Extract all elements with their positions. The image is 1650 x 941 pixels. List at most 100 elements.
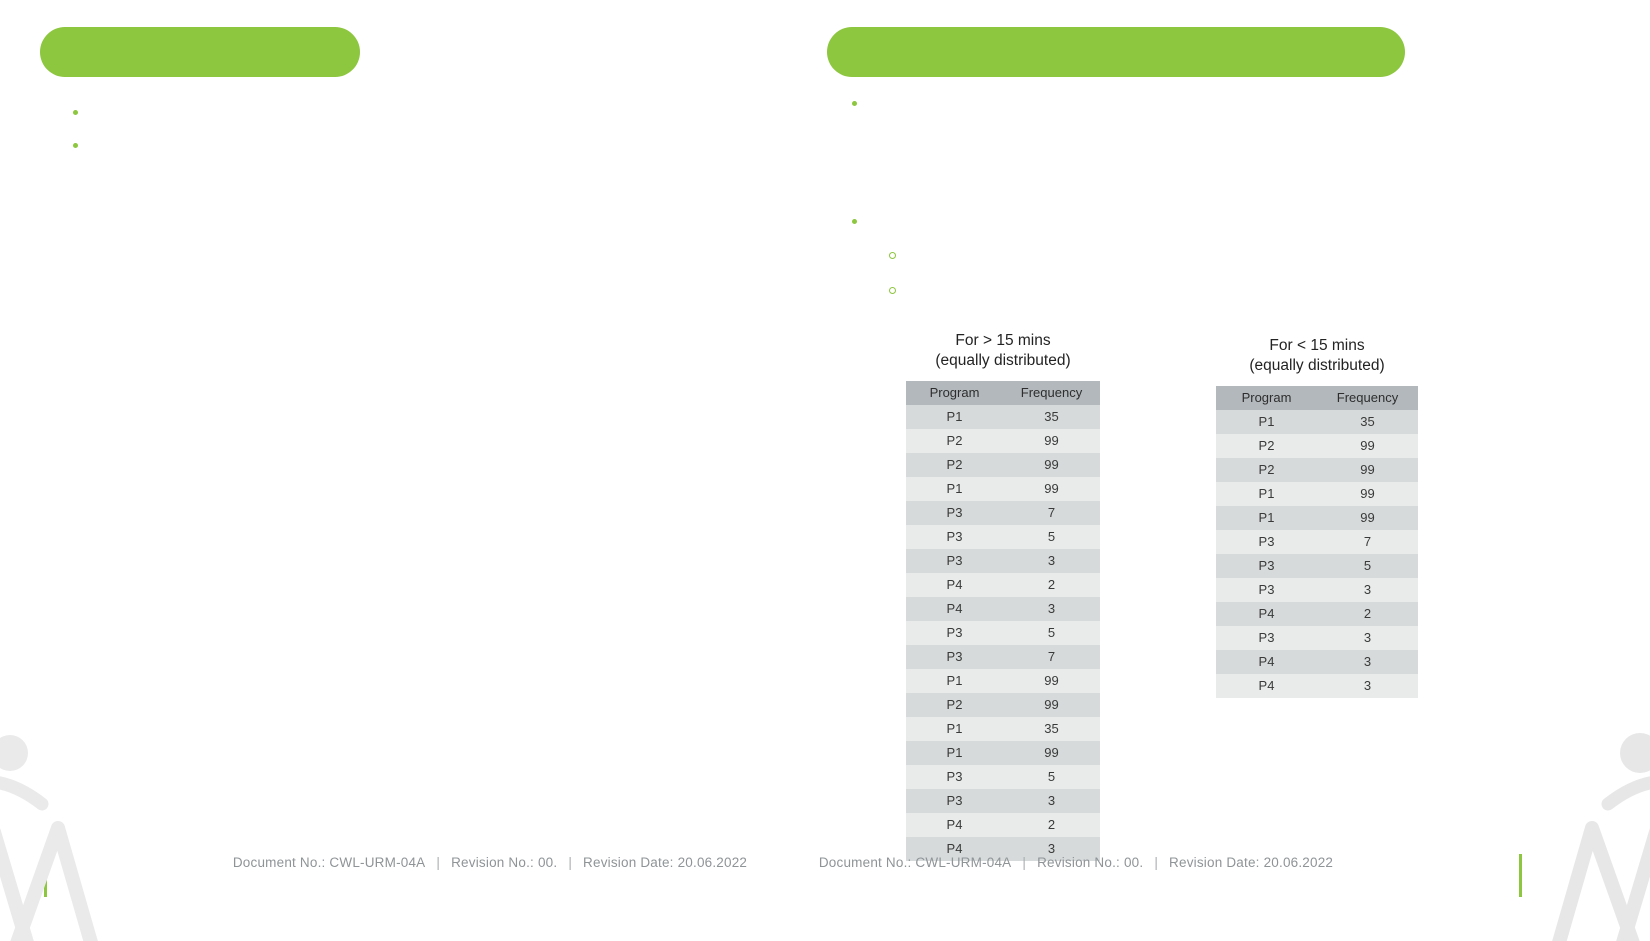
table-row: P3 5	[906, 620, 1100, 645]
table-cell: P2	[906, 428, 1003, 453]
footer-revision-date: Revision Date: 20.06.2022	[583, 855, 748, 870]
table-cell: 3	[1317, 649, 1418, 674]
table-header-row: Program Frequency	[906, 380, 1100, 405]
table-row: P2 99	[906, 428, 1100, 453]
footer-divider: |	[436, 855, 441, 870]
table-row: P4 2	[1216, 601, 1418, 626]
table-row: P2 99	[1216, 433, 1418, 458]
table-cell: 3	[1317, 673, 1418, 698]
table-row: P3 3	[1216, 625, 1418, 650]
table-block-lt-15min: For < 15 mins (equally distributed) Prog…	[1216, 336, 1418, 698]
logo-watermark	[1551, 733, 1650, 941]
table-cell: P1	[906, 740, 1003, 765]
sub-bullet-icon	[889, 287, 896, 294]
bullet-icon	[852, 101, 857, 106]
table-row: P2 99	[906, 452, 1100, 477]
table-row: P3 7	[1216, 529, 1418, 554]
table-row: P4 3	[1216, 673, 1418, 698]
left-page-header-bar	[40, 27, 360, 77]
table-row: P1 35	[1216, 409, 1418, 434]
table-row: P4 3	[906, 596, 1100, 621]
footer-revision-date: Revision Date: 20.06.2022	[1169, 855, 1334, 870]
table-cell: P3	[1216, 529, 1317, 554]
table-title-line2: (equally distributed)	[935, 352, 1071, 370]
table-cell: P2	[906, 452, 1003, 477]
table-row: P3 3	[906, 788, 1100, 813]
table-row: P2 99	[1216, 457, 1418, 482]
table-cell: P3	[1216, 553, 1317, 578]
table-cell: P4	[906, 836, 1003, 861]
table-cell: 99	[1003, 452, 1100, 477]
table-cell: 2	[1317, 601, 1418, 626]
table-row: P3 7	[906, 500, 1100, 525]
table-cell: P4	[906, 812, 1003, 837]
table-title-line1: For > 15 mins	[955, 332, 1051, 349]
table-cell: P1	[1216, 409, 1317, 434]
table-cell: P1	[906, 404, 1003, 429]
footer-revision-no: Revision No.: 00.	[451, 855, 558, 870]
bullet-icon	[73, 110, 78, 115]
table-cell: P1	[906, 668, 1003, 693]
table-cell: P4	[1216, 673, 1317, 698]
table-cell: P4	[906, 572, 1003, 597]
table-cell: P4	[1216, 649, 1317, 674]
bullet-icon	[73, 143, 78, 148]
column-header: Frequency	[1317, 385, 1418, 410]
table-row: P1 35	[906, 404, 1100, 429]
footer-divider: |	[568, 855, 573, 870]
table-cell: P3	[906, 788, 1003, 813]
frequency-table-gt-15min: Program Frequency P1 35 P2 99 P2 99 P1 99 P3 7 P3 5 P3…	[906, 380, 1100, 861]
table-cell: P3	[906, 548, 1003, 573]
table-title: For > 15 mins (equally distributed)	[906, 331, 1100, 372]
footer-divider: |	[1154, 855, 1159, 870]
table-row: P1 99	[1216, 481, 1418, 506]
table-cell: 99	[1003, 428, 1100, 453]
table-row: P1 99	[906, 476, 1100, 501]
table-cell: 3	[1317, 577, 1418, 602]
table-cell: P1	[1216, 505, 1317, 530]
table-cell: 3	[1317, 625, 1418, 650]
table-row: P4 2	[906, 812, 1100, 837]
table-row: P3 5	[906, 764, 1100, 789]
column-header: Frequency	[1003, 380, 1100, 405]
table-block-gt-15min: For > 15 mins (equally distributed) Prog…	[906, 331, 1100, 861]
table-title: For < 15 mins (equally distributed)	[1216, 336, 1418, 377]
table-cell: 35	[1003, 404, 1100, 429]
footer-right: Document No.: CWL-URM-04A | Revision No.: …	[766, 855, 1386, 870]
table-cell: 99	[1003, 476, 1100, 501]
table-cell: 35	[1003, 716, 1100, 741]
table-cell: 99	[1317, 433, 1418, 458]
table-cell: P3	[906, 500, 1003, 525]
right-page-header-bar	[827, 27, 1405, 77]
logo-watermark	[0, 735, 98, 941]
table-cell: P1	[906, 716, 1003, 741]
table-cell: P2	[1216, 457, 1317, 482]
table-cell: 99	[1317, 481, 1418, 506]
table-cell: 5	[1003, 620, 1100, 645]
table-row: P4 3	[906, 836, 1100, 861]
table-cell: 5	[1003, 524, 1100, 549]
table-row: P3 7	[906, 644, 1100, 669]
table-row: P3 3	[1216, 577, 1418, 602]
table-cell: 99	[1003, 692, 1100, 717]
footer-left: Document No.: CWL-URM-04A | Revision No.: …	[180, 855, 800, 870]
table-cell: 99	[1003, 668, 1100, 693]
footer-divider: |	[1022, 855, 1027, 870]
footer-revision-no: Revision No.: 00.	[1037, 855, 1144, 870]
table-cell: 5	[1003, 764, 1100, 789]
table-title-line2: (equally distributed)	[1249, 357, 1385, 375]
table-cell: 2	[1003, 812, 1100, 837]
table-cell: P1	[1216, 481, 1317, 506]
table-cell: 99	[1317, 457, 1418, 482]
table-row: P1 99	[1216, 505, 1418, 530]
table-cell: P2	[1216, 433, 1317, 458]
table-cell: 7	[1003, 500, 1100, 525]
table-header-row: Program Frequency	[1216, 385, 1418, 410]
sub-bullet-icon	[889, 252, 896, 259]
table-row: P4 2	[906, 572, 1100, 597]
table-cell: 3	[1003, 548, 1100, 573]
table-cell: 3	[1003, 788, 1100, 813]
table-row: P1 35	[906, 716, 1100, 741]
table-row: P3 5	[1216, 553, 1418, 578]
table-row: P2 99	[906, 692, 1100, 717]
